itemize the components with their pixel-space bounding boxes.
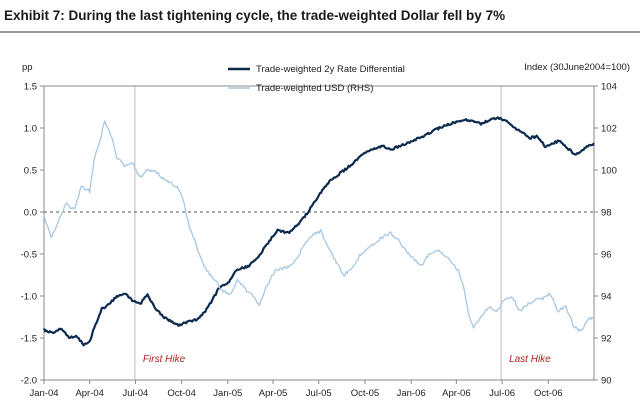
right-tick-label: 92 xyxy=(601,334,612,345)
left-tick-label: -1.0 xyxy=(21,292,37,303)
x-tick-label: Jan-05 xyxy=(213,388,242,399)
usd-index-line xyxy=(43,120,595,332)
title-divider xyxy=(0,31,640,33)
x-tick-label: Oct-05 xyxy=(351,388,380,399)
x-tick-label: Oct-04 xyxy=(167,388,196,399)
x-tick-label: Jul-05 xyxy=(306,388,332,399)
right-tick-label: 94 xyxy=(601,292,612,303)
left-tick-label: -1.5 xyxy=(21,334,37,345)
rate-differential-line xyxy=(42,116,595,347)
right-tick-label: 96 xyxy=(601,250,612,261)
x-tick-label: Apr-06 xyxy=(442,388,471,399)
left-tick-label: -2.0 xyxy=(21,376,37,387)
x-tick-label: Jan-06 xyxy=(397,388,426,399)
legend-label: Trade-weighted 2y Rate Differential xyxy=(256,64,405,75)
right-tick-label: 90 xyxy=(601,376,612,387)
x-tick-label: Apr-04 xyxy=(75,388,104,399)
legend-label: Trade-weighted USD (RHS) xyxy=(256,83,373,94)
left-tick-label: -0.5 xyxy=(21,250,37,261)
left-tick-label: 0.5 xyxy=(24,166,37,177)
left-tick-label: 1.0 xyxy=(24,124,37,135)
axis-layer: 1.5 1.0 0.5 0.0 -0.5 -1.0 -1.5 -2.0 104 102 100 98 9… xyxy=(21,82,617,400)
x-tick-label: Jul-06 xyxy=(489,388,515,399)
annotation-label: First Hike xyxy=(143,354,186,365)
right-axis-unit: Index (30June2004=100) xyxy=(524,62,630,73)
x-tick-label: Jan-04 xyxy=(29,388,58,399)
left-tick-label: 1.5 xyxy=(24,82,37,93)
x-tick-label: Apr-05 xyxy=(259,388,288,399)
right-tick-label: 102 xyxy=(601,124,617,135)
right-tick-label: 98 xyxy=(601,208,612,219)
page-title: Exhibit 7: During the last tightening cy… xyxy=(4,8,506,23)
series-layer xyxy=(42,116,595,347)
label-layer: First Hike Last Hike pp Index (30June2004=1… xyxy=(22,62,630,365)
grid-layer xyxy=(44,86,594,380)
x-tick-label: Oct-06 xyxy=(534,388,563,399)
annotation-label: Last Hike xyxy=(509,354,551,365)
x-tick-label: Jul-04 xyxy=(122,388,148,399)
right-tick-label: 100 xyxy=(601,166,617,177)
right-tick-label: 104 xyxy=(601,82,617,93)
left-axis-unit: pp xyxy=(22,62,33,73)
left-tick-label: 0.0 xyxy=(24,208,37,219)
